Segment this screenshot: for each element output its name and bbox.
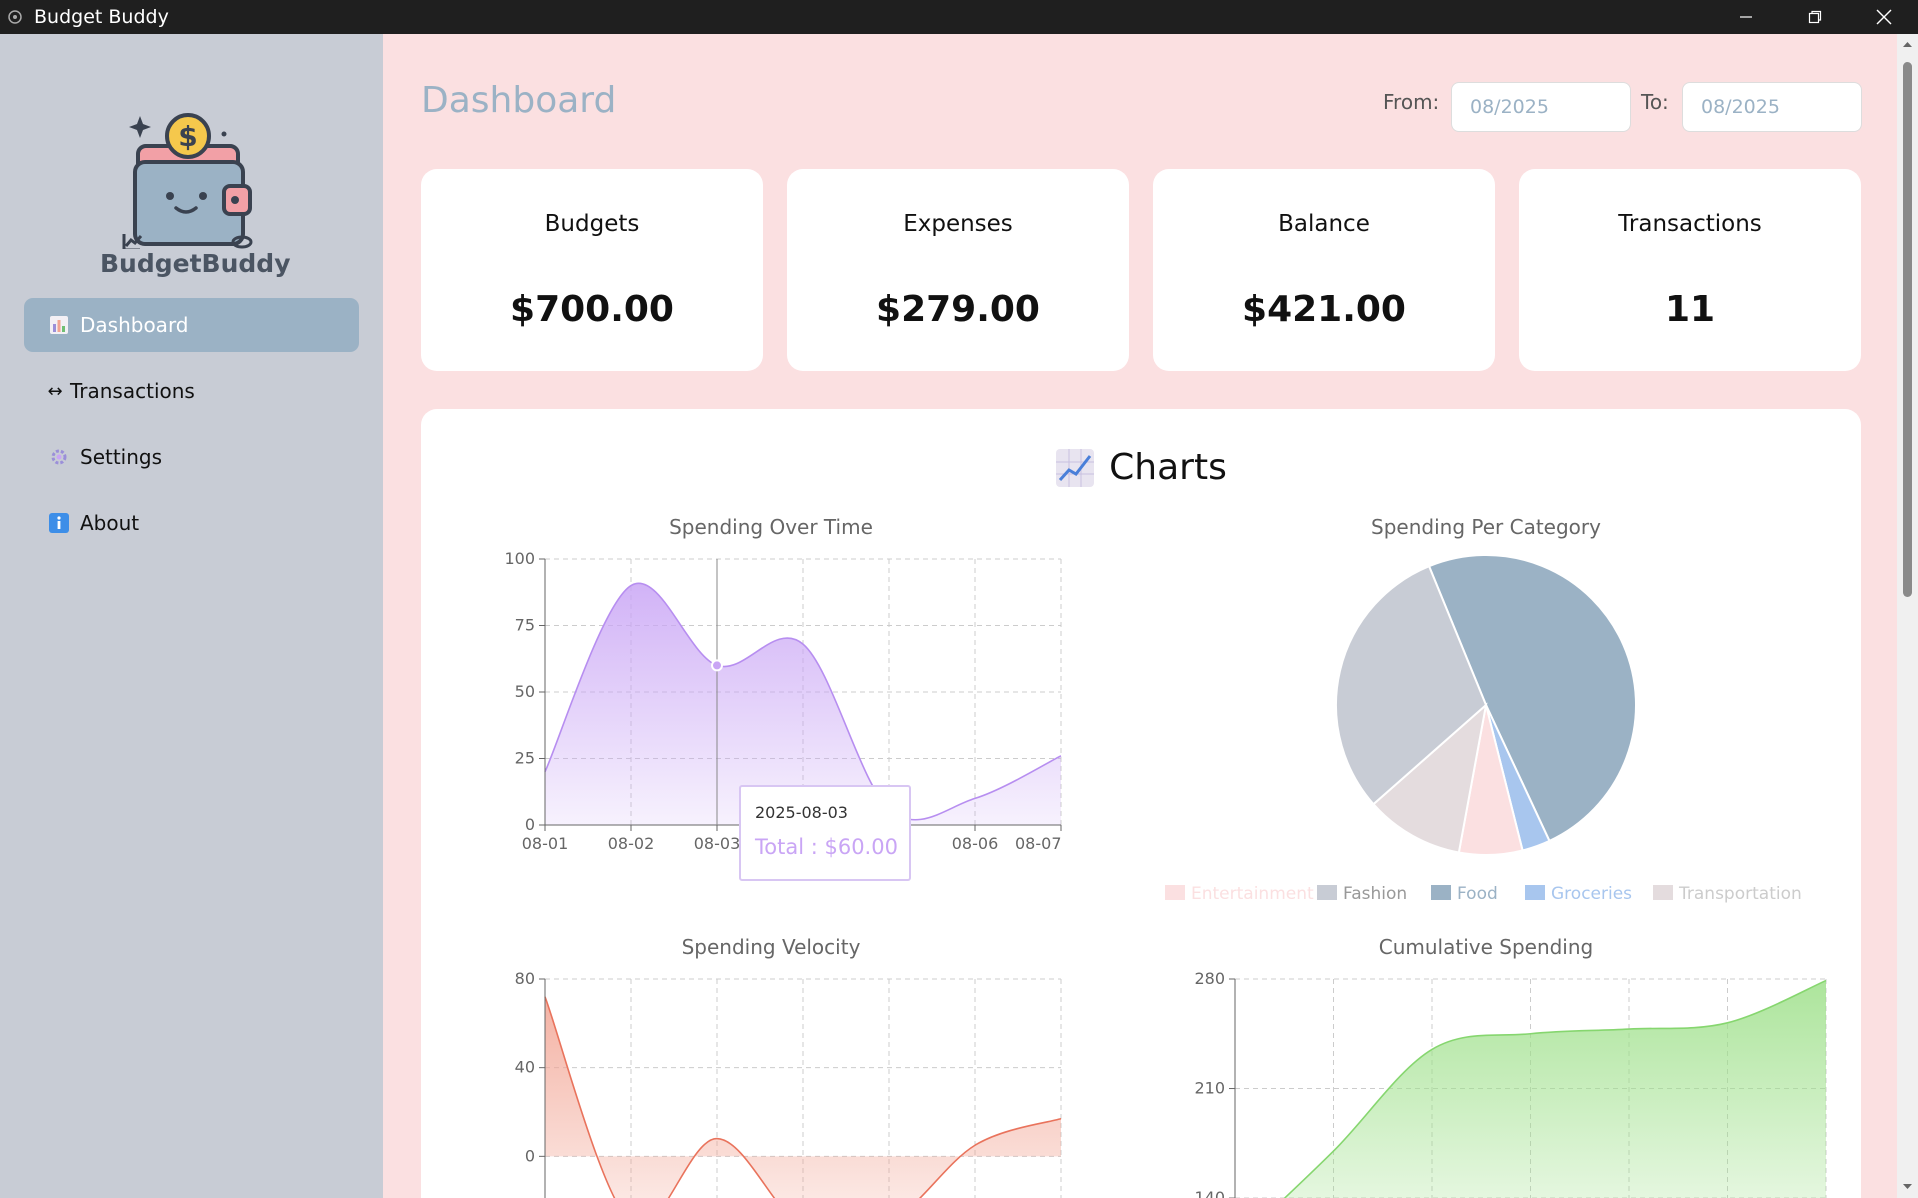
card-value: $700.00 <box>510 289 674 330</box>
pie-slice-food <box>1427 554 1637 843</box>
card-title: Balance <box>1278 211 1370 237</box>
from-label: From: <box>1383 90 1440 114</box>
budgets-card: Budgets $700.00 <box>421 169 763 371</box>
to-month-input[interactable] <box>1682 82 1862 132</box>
legend-swatch <box>1431 885 1451 900</box>
card-value: 11 <box>1664 289 1716 330</box>
pie-slice-transportation <box>1372 702 1488 854</box>
sidebar-item-label: About <box>80 511 140 535</box>
spending-velocity-chart[interactable]: 0 40 80 <box>461 959 1081 1198</box>
y-tick-label: 50 <box>515 682 535 701</box>
main-content: Dashboard From: To: Budgets $700.00 Expe… <box>383 34 1897 1198</box>
sidebar-item-dashboard[interactable]: Dashboard <box>24 298 359 352</box>
logo-text: BudgetBuddy <box>100 249 291 278</box>
legend-label: Fashion <box>1343 884 1407 904</box>
scroll-up-icon[interactable] <box>1901 38 1914 51</box>
series-line <box>544 582 1062 821</box>
window-title: Budget Buddy <box>34 6 169 28</box>
sidebar: $ BudgetBuddy Dashboard ↔ Transactions <box>0 34 383 1198</box>
y-tick-label: 40 <box>515 1058 535 1077</box>
data-point <box>711 659 723 672</box>
title-bar: Budget Buddy <box>0 0 1918 34</box>
maximize-button[interactable] <box>1780 0 1849 34</box>
series-line <box>544 996 1062 1198</box>
expenses-card: Expenses $279.00 <box>787 169 1129 371</box>
y-tick-label: 75 <box>515 616 535 635</box>
sidebar-item-label: Transactions <box>70 379 195 403</box>
x-tick-label: 08-02 <box>608 834 655 849</box>
vertical-scrollbar[interactable] <box>1897 34 1918 1198</box>
area-fill <box>545 996 1061 1198</box>
y-tick-label: 280 <box>1194 969 1225 988</box>
tooltip-total: Total : $60.00 <box>755 835 898 859</box>
sidebar-item-transactions[interactable]: ↔ Transactions <box>24 364 359 418</box>
minimize-icon <box>1739 16 1752 18</box>
y-tick-label: 25 <box>515 749 535 768</box>
cumulative-spending-chart[interactable]: 140 210 280 <box>1151 959 1841 1198</box>
card-title: Budgets <box>544 211 640 237</box>
y-tick-label: 100 <box>504 549 535 568</box>
left-right-arrow-icon: ↔ <box>47 380 63 402</box>
legend-swatch <box>1653 885 1673 900</box>
legend-label: Food <box>1457 884 1498 904</box>
card-title: Transactions <box>1618 211 1762 237</box>
chart-title-spending-velocity: Spending Velocity <box>681 935 861 959</box>
chart-title-spending-per-category: Spending Per Category <box>1371 515 1601 539</box>
spending-per-category-chart[interactable]: Entertainment Fashion Food Groceries Transpo… <box>1151 539 1821 919</box>
page-title: Dashboard <box>421 80 617 121</box>
legend-label: Entertainment <box>1191 884 1314 904</box>
scroll-down-icon[interactable] <box>1901 1180 1914 1193</box>
charts-panel: Charts Spending Over Time 0 25 50 75 100 08-0… <box>421 409 1861 1198</box>
chart-title-spending-over-time: Spending Over Time <box>669 515 873 539</box>
legend-label: Transportation <box>1678 884 1802 904</box>
logo: $ BudgetBuddy <box>100 74 291 284</box>
charts-heading: Charts <box>421 447 1861 488</box>
card-title: Expenses <box>903 211 1013 237</box>
charts-title: Charts <box>1109 447 1227 488</box>
x-tick-label: 08-01 <box>522 834 569 849</box>
to-label: To: <box>1641 90 1669 114</box>
legend-swatch <box>1525 885 1545 900</box>
x-tick-label: 08-03 <box>694 834 741 849</box>
minimize-button[interactable] <box>1711 0 1780 34</box>
series-line <box>1283 979 1827 1198</box>
x-tick-label: 08-06 <box>952 834 999 849</box>
chart-tooltip: 2025-08-03 Total : $60.00 <box>739 785 911 881</box>
legend-label: Groceries <box>1551 884 1632 904</box>
sidebar-item-settings[interactable]: Settings <box>24 430 359 484</box>
scroll-thumb[interactable] <box>1903 62 1912 597</box>
gear-icon <box>48 446 70 468</box>
svg-text:$: $ <box>178 120 197 153</box>
y-tick-label: 80 <box>515 969 535 988</box>
area-fill <box>545 583 1061 825</box>
close-button[interactable] <box>1849 0 1918 34</box>
sidebar-item-label: Dashboard <box>80 313 189 337</box>
y-tick-label: 0 <box>525 1146 535 1165</box>
x-tick-label: 08-07 <box>1015 834 1062 849</box>
app-icon <box>8 10 22 24</box>
y-tick-label: 0 <box>525 815 535 834</box>
close-icon <box>1876 9 1891 25</box>
line-chart-icon <box>1056 448 1095 487</box>
chart-title-cumulative-spending: Cumulative Spending <box>1378 935 1594 959</box>
card-value: $421.00 <box>1242 289 1406 330</box>
transactions-card: Transactions 11 <box>1519 169 1861 371</box>
card-value: $279.00 <box>876 289 1040 330</box>
tooltip-date: 2025-08-03 <box>755 803 848 822</box>
y-tick-label: 140 <box>1194 1188 1225 1198</box>
balance-card: Balance $421.00 <box>1153 169 1495 371</box>
bar-chart-icon <box>48 314 70 336</box>
from-month-input[interactable] <box>1451 82 1631 132</box>
y-tick-label: 210 <box>1194 1079 1225 1098</box>
legend-swatch <box>1165 885 1185 900</box>
sidebar-item-label: Settings <box>80 445 163 469</box>
sidebar-item-about[interactable]: About <box>24 496 359 550</box>
pie-slice-fashion <box>1335 564 1488 806</box>
area-fill <box>1284 980 1826 1198</box>
legend-swatch <box>1317 885 1337 900</box>
restore-icon <box>1808 10 1821 24</box>
info-icon <box>48 512 70 534</box>
wallet-logo-icon: $ <box>122 113 253 252</box>
